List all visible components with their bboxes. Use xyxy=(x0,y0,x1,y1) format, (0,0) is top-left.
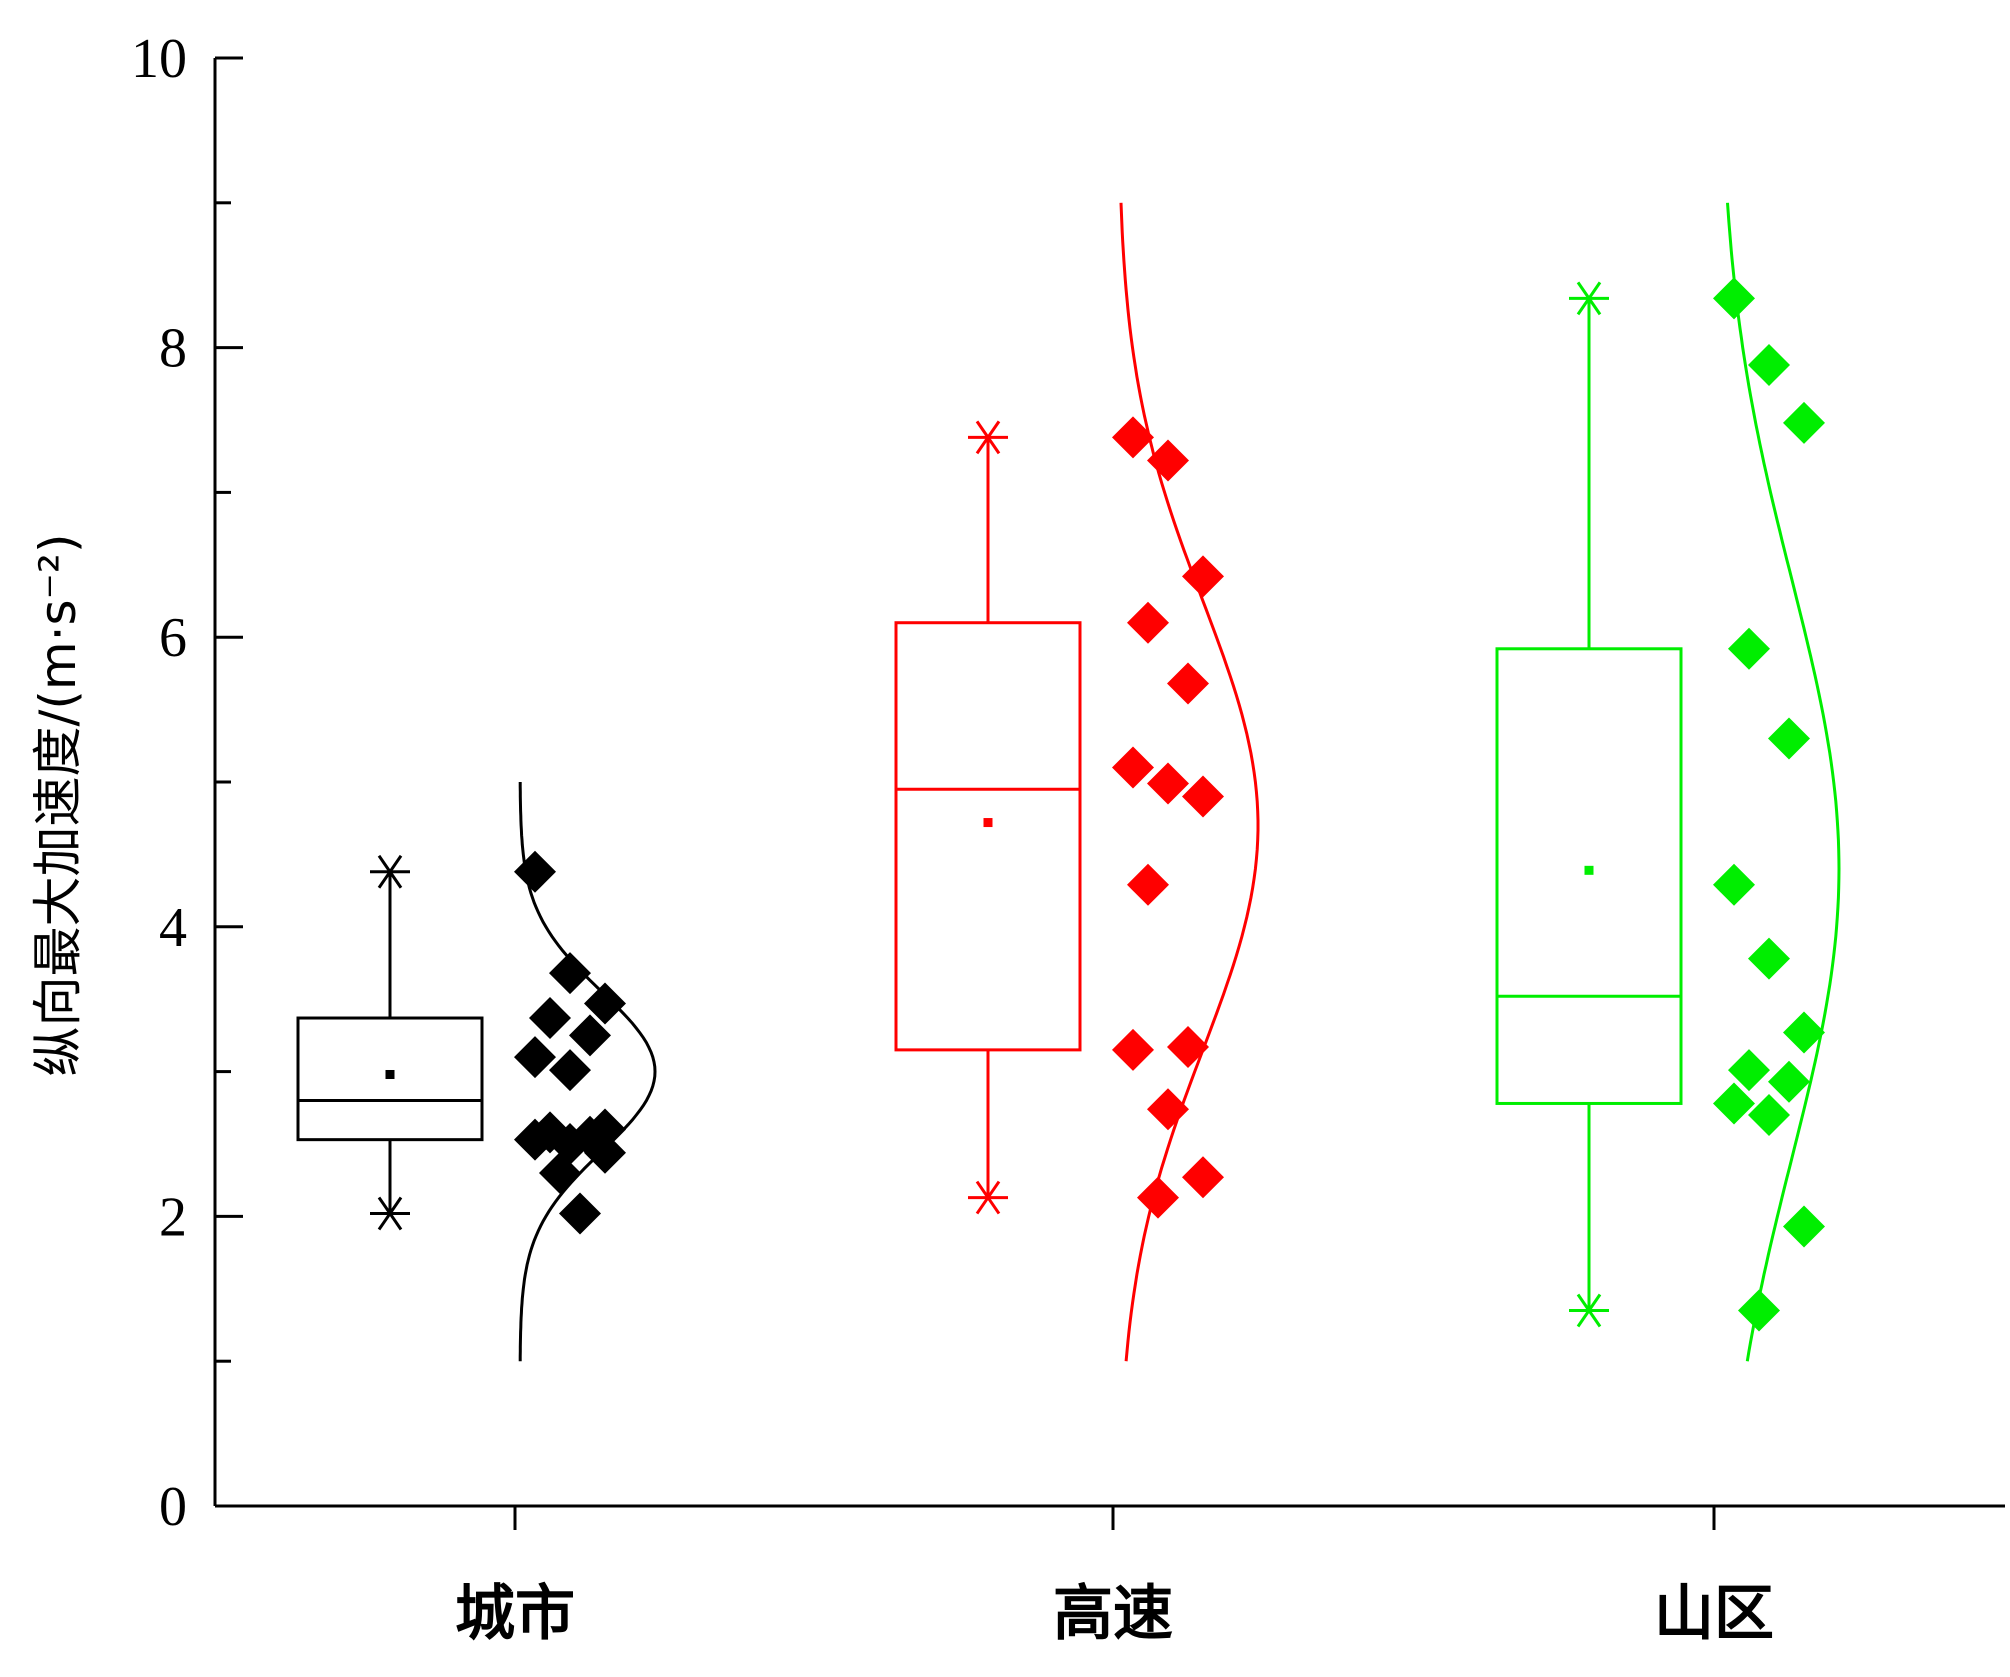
x-tick-label: 高速 xyxy=(1053,1579,1173,1649)
whisker-cap-stroke xyxy=(377,854,403,889)
whisker-cap-high xyxy=(370,854,410,889)
whisker-cap-stroke xyxy=(975,420,1001,455)
box-iqr xyxy=(296,1016,484,1142)
data-point xyxy=(1713,277,1755,320)
mean-marker xyxy=(385,1069,395,1079)
whisker-cap-stroke xyxy=(1576,281,1602,316)
data-point xyxy=(584,982,626,1025)
data-point xyxy=(1112,746,1154,789)
data-point xyxy=(559,1192,601,1235)
whisker-cap-low xyxy=(370,1196,410,1231)
data-point xyxy=(1748,343,1790,386)
y-tick-label: 6 xyxy=(159,607,187,669)
y-tick-label: 2 xyxy=(159,1186,187,1248)
whisker-cap-high xyxy=(968,420,1008,455)
data-point xyxy=(1748,937,1790,980)
data-point xyxy=(1182,1156,1224,1199)
y-axis-label: 纵向最大加速度/(m·s⁻²) xyxy=(29,534,87,1077)
data-point xyxy=(1768,717,1810,760)
axes: 0 2 4 6 8 10 城市 高速 山区 xyxy=(131,28,2005,1649)
data-point xyxy=(529,997,571,1040)
data-point xyxy=(584,1131,626,1174)
data-point xyxy=(1182,555,1224,598)
y-tick-label: 0 xyxy=(159,1476,187,1538)
whisker-cap-low xyxy=(1569,1293,1609,1328)
data-point xyxy=(1783,401,1825,444)
distribution-curve xyxy=(1119,202,1260,1362)
data-point xyxy=(1127,863,1169,906)
data-point xyxy=(1728,627,1770,670)
data-point xyxy=(1112,1028,1154,1071)
data-point xyxy=(1748,1094,1790,1137)
whisker-cap-stroke xyxy=(975,1180,1001,1215)
data-point xyxy=(549,952,591,995)
box-iqr xyxy=(1495,647,1683,1105)
data-point xyxy=(1713,1082,1755,1125)
data-point xyxy=(1182,775,1224,818)
data-point xyxy=(569,1014,611,1057)
box-iqr xyxy=(894,621,1082,1052)
y-tick-label: 4 xyxy=(159,897,187,959)
data-point xyxy=(1127,601,1169,644)
data-point xyxy=(1783,1011,1825,1054)
data-point xyxy=(1728,1049,1770,1092)
x-tick-label: 山区 xyxy=(1654,1579,1774,1649)
data-point xyxy=(1713,863,1755,906)
data-point xyxy=(1768,1060,1810,1103)
data-point xyxy=(1167,662,1209,705)
data-point xyxy=(1147,439,1189,482)
x-tick-label: 城市 xyxy=(455,1579,575,1649)
y-tick-label: 8 xyxy=(159,318,187,380)
whisker-cap-stroke xyxy=(377,1196,403,1231)
data-point xyxy=(1147,1088,1189,1131)
distribution-curve xyxy=(1726,202,1841,1362)
data-point xyxy=(1738,1289,1780,1332)
whisker-cap-low xyxy=(968,1180,1008,1215)
data-point xyxy=(514,850,556,893)
whisker-cap-stroke xyxy=(1576,1293,1602,1328)
data-point xyxy=(1147,762,1189,805)
whisker-cap-high xyxy=(1569,281,1609,316)
mean-marker xyxy=(1584,865,1594,875)
data-point xyxy=(514,1036,556,1079)
distribution-curve xyxy=(518,782,657,1362)
data-point xyxy=(1112,416,1154,459)
data-point xyxy=(1137,1176,1179,1219)
data-point xyxy=(1783,1205,1825,1248)
data-point xyxy=(549,1049,591,1092)
y-tick-label: 10 xyxy=(131,28,187,90)
plot-area xyxy=(296,202,1841,1362)
mean-marker xyxy=(983,818,993,828)
data-point xyxy=(514,1118,556,1161)
